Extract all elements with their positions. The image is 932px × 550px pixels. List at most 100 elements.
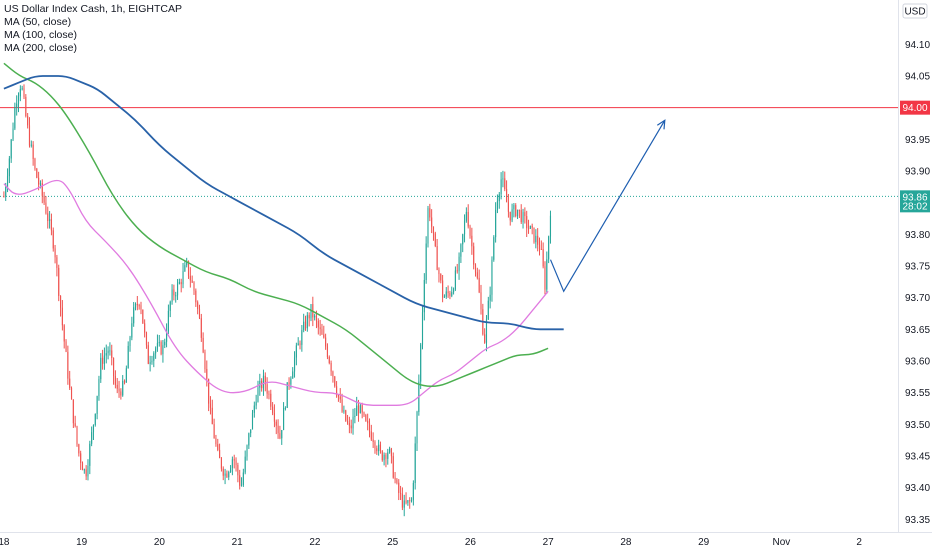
candle-body bbox=[156, 342, 159, 349]
candle-body bbox=[345, 410, 347, 421]
candle-body bbox=[184, 265, 186, 272]
candle-body bbox=[197, 302, 199, 310]
candle-body bbox=[462, 234, 464, 245]
candle-body bbox=[107, 350, 109, 354]
y-tick-label: 93.35 bbox=[905, 515, 930, 526]
candle-body bbox=[506, 189, 508, 203]
candle-body bbox=[270, 393, 272, 407]
candle-body bbox=[14, 106, 16, 129]
candle-body bbox=[303, 321, 305, 331]
candle-body bbox=[518, 209, 520, 211]
candle-body bbox=[81, 462, 84, 471]
candle-body bbox=[531, 225, 533, 228]
candle-body bbox=[513, 205, 515, 210]
candle-body bbox=[361, 405, 363, 413]
projection-arrowhead bbox=[656, 119, 666, 130]
candle-body bbox=[367, 420, 369, 424]
candle-body bbox=[70, 387, 73, 400]
candle-body bbox=[251, 412, 254, 430]
candle-body bbox=[76, 426, 78, 445]
candle-body bbox=[286, 382, 288, 408]
candle-body bbox=[420, 344, 422, 382]
currency-button bbox=[902, 3, 928, 19]
candle-body bbox=[372, 439, 374, 443]
x-tick-label: 18 bbox=[0, 537, 10, 548]
candle-body bbox=[45, 202, 47, 214]
legend-ma200[interactable]: MA (200, close) bbox=[4, 42, 77, 54]
candle-body bbox=[527, 228, 530, 230]
candle-body bbox=[537, 235, 539, 245]
candle-body bbox=[17, 96, 20, 104]
candle-body bbox=[30, 144, 32, 146]
candle-body bbox=[480, 292, 482, 310]
candle-body bbox=[54, 248, 56, 258]
candle-body bbox=[129, 337, 131, 346]
candle-body bbox=[454, 270, 456, 290]
candle-body bbox=[96, 395, 98, 414]
candle-body bbox=[134, 303, 137, 308]
candle-body bbox=[12, 128, 14, 140]
candle-body bbox=[295, 345, 297, 358]
candle-body bbox=[116, 384, 118, 389]
candle-body bbox=[315, 315, 318, 321]
candle-body bbox=[145, 332, 148, 346]
candle-body bbox=[78, 444, 80, 454]
candle-body bbox=[235, 460, 237, 465]
candle-body bbox=[195, 290, 197, 303]
candle-body bbox=[323, 334, 325, 338]
candle-body bbox=[434, 233, 436, 247]
x-tick-label: 21 bbox=[232, 537, 244, 548]
candle-body bbox=[332, 371, 334, 377]
ma200-line bbox=[3, 75, 564, 331]
candle-body bbox=[387, 452, 389, 459]
candle-body bbox=[431, 217, 433, 227]
y-tick-label: 93.95 bbox=[905, 135, 930, 146]
candle-body bbox=[80, 453, 82, 463]
candle-body bbox=[473, 246, 475, 265]
candle-body bbox=[374, 442, 376, 449]
candle-body bbox=[63, 325, 65, 342]
candle-body bbox=[89, 443, 91, 466]
candle-body bbox=[304, 321, 307, 329]
candle-body bbox=[535, 235, 537, 243]
legend-ma50[interactable]: MA (50, close) bbox=[4, 16, 72, 28]
candle-body bbox=[283, 407, 285, 431]
candle-body bbox=[229, 467, 232, 472]
candle-body bbox=[173, 289, 175, 296]
candle-body bbox=[32, 144, 34, 160]
candle-body bbox=[242, 472, 244, 485]
chart-legend: US Dollar Index Cash, 1h, EIGHTCAP MA (5… bbox=[4, 3, 182, 55]
candle-body bbox=[65, 341, 67, 352]
candle-body bbox=[176, 283, 179, 296]
legend-ma100[interactable]: MA (100, close) bbox=[4, 29, 77, 41]
candle-body bbox=[398, 482, 400, 493]
candle-body bbox=[133, 307, 135, 324]
candle-body bbox=[61, 307, 63, 326]
candle-body bbox=[469, 226, 471, 236]
y-tick-label: 93.55 bbox=[905, 388, 930, 399]
candle-body bbox=[538, 244, 541, 249]
candle-body bbox=[449, 293, 451, 296]
candle-body bbox=[458, 256, 460, 272]
candle-body bbox=[41, 183, 43, 196]
y-tick-label: 93.90 bbox=[905, 167, 930, 178]
candle-body bbox=[226, 473, 228, 478]
x-tick-label: 29 bbox=[698, 537, 710, 548]
candle-body bbox=[240, 484, 243, 486]
candle-body bbox=[438, 269, 440, 275]
candle-body bbox=[8, 158, 10, 177]
candle-body bbox=[465, 211, 467, 221]
candle-body bbox=[484, 334, 486, 343]
candle-body bbox=[272, 406, 274, 414]
candle-body bbox=[389, 448, 391, 453]
candle-body bbox=[231, 459, 233, 468]
candle-body bbox=[354, 415, 356, 417]
candle-body bbox=[346, 420, 349, 424]
candle-body bbox=[405, 500, 407, 503]
candle-body bbox=[515, 205, 517, 217]
candle-body bbox=[284, 407, 286, 409]
candle-body bbox=[432, 226, 435, 234]
y-tick-label: 93.70 bbox=[905, 293, 930, 304]
candle-body bbox=[105, 353, 107, 356]
